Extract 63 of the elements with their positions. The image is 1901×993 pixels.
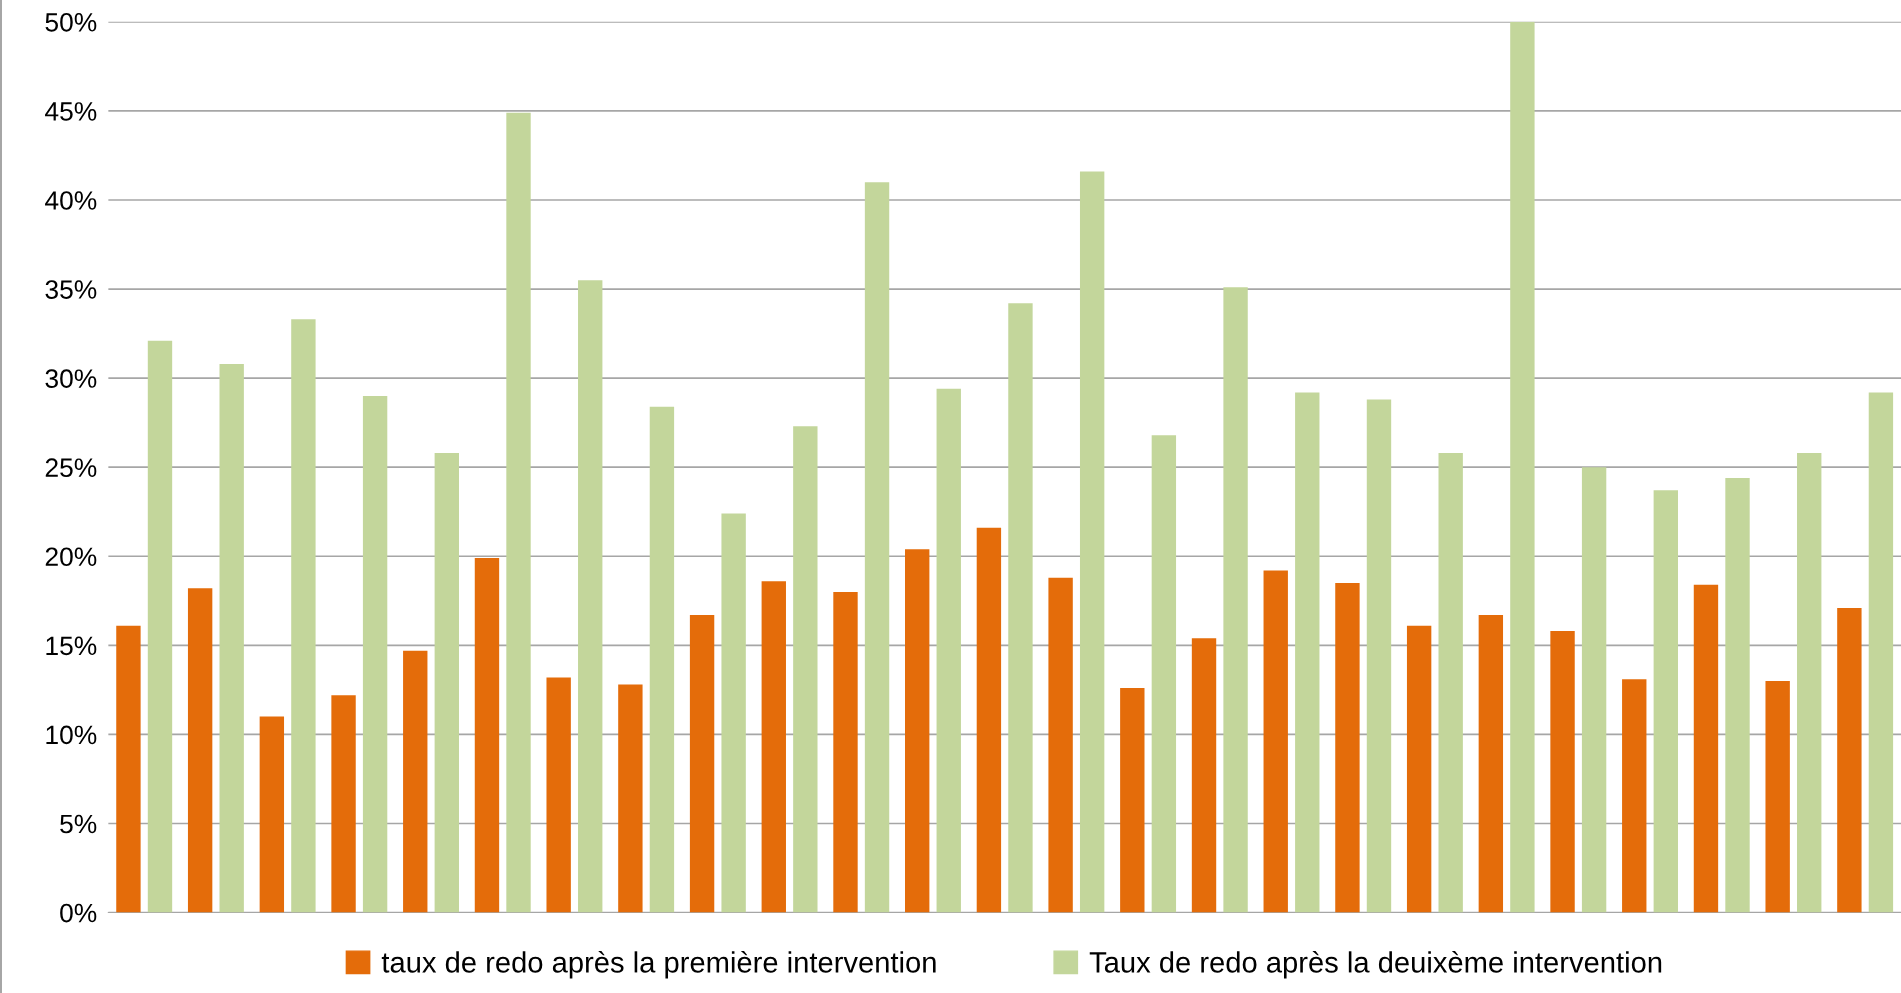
bar — [976, 527, 1002, 913]
bar — [219, 363, 244, 913]
bar — [761, 581, 786, 913]
y-tick-label: 10% — [46, 725, 97, 745]
bar — [618, 684, 643, 913]
bar — [116, 625, 141, 913]
bar — [1438, 452, 1463, 913]
bar — [905, 549, 930, 913]
y-tick-label: 40% — [45, 191, 97, 210]
bar — [864, 182, 890, 913]
bar — [793, 426, 818, 913]
bar — [833, 591, 858, 913]
bar — [1335, 583, 1360, 913]
bar — [434, 452, 459, 913]
bar — [331, 695, 356, 913]
bar — [1550, 631, 1575, 913]
bar — [506, 112, 531, 913]
bar — [403, 650, 428, 913]
bar — [546, 677, 571, 913]
bar — [1223, 287, 1248, 913]
y-tick-label: 5% — [60, 814, 97, 834]
bar — [1008, 303, 1033, 913]
bar — [187, 588, 213, 913]
bar — [1868, 392, 1894, 913]
bar — [1581, 467, 1607, 913]
bar — [649, 406, 675, 913]
y-tick-label: 35% — [45, 280, 97, 299]
bar — [1725, 477, 1750, 913]
bar — [1191, 638, 1217, 913]
bar — [1120, 688, 1145, 913]
legend-label: taux de redo après la première intervention — [381, 950, 936, 979]
bar — [1797, 452, 1822, 913]
bar — [259, 716, 285, 913]
y-tick-label: 20% — [45, 547, 97, 567]
bar — [1478, 615, 1504, 913]
y-tick-label: 0% — [60, 903, 97, 923]
y-tick-label: 15% — [46, 636, 97, 656]
y-tick-label: 45% — [45, 102, 97, 121]
bar — [474, 558, 500, 913]
bar — [1765, 680, 1790, 913]
bar — [1151, 435, 1177, 913]
bar — [1837, 607, 1862, 913]
bar — [1510, 21, 1535, 913]
y-tick-label: 30% — [45, 369, 97, 388]
y-tick-label: 25% — [45, 458, 97, 478]
bar — [936, 388, 961, 913]
legend-label: Taux de redo après la deuixème intervention — [1089, 950, 1662, 979]
bar — [1406, 625, 1432, 913]
bar — [362, 395, 388, 913]
bar — [291, 319, 316, 913]
bar — [1048, 577, 1073, 913]
bar — [1295, 392, 1320, 913]
bar — [1653, 490, 1678, 913]
bar — [147, 340, 173, 913]
bar — [1622, 679, 1647, 913]
bar — [1693, 584, 1719, 913]
bar — [1366, 399, 1392, 913]
bar — [721, 513, 746, 913]
bar — [1079, 171, 1105, 913]
bar — [578, 280, 603, 913]
y-tick-label: 50% — [45, 12, 97, 32]
bar — [689, 615, 715, 913]
bar — [1263, 570, 1288, 913]
